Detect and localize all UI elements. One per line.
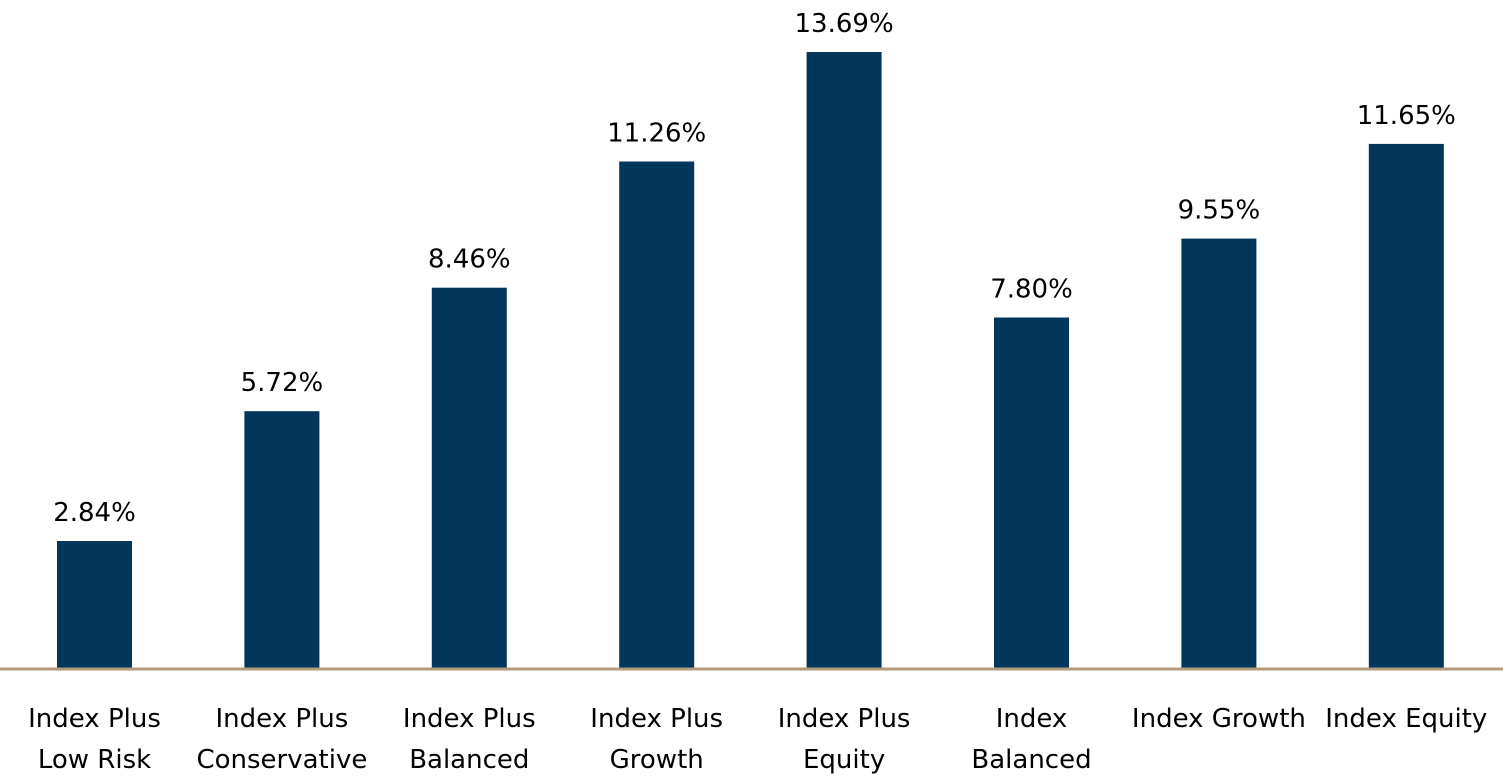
value-labels-group: 2.84% 5.72% 8.46% 11.26% 13.69% 7.80% 9.55% 11.… bbox=[53, 9, 1456, 528]
category-label-2-line-0: Index Plus bbox=[403, 704, 536, 734]
category-labels-group: Index Plus Low Risk Index Plus Conservative… bbox=[28, 704, 1487, 775]
value-label-3: 11.26% bbox=[607, 119, 706, 149]
category-label-1-line-0: Index Plus bbox=[216, 704, 349, 734]
bar-4 bbox=[806, 52, 882, 669]
category-label-0-line-1: Low Risk bbox=[38, 745, 151, 775]
category-label-0: Index Plus Low Risk bbox=[28, 704, 161, 775]
category-label-2-line-1: Balanced bbox=[409, 745, 529, 775]
category-label-5: Index Balanced bbox=[971, 704, 1091, 775]
category-label-1-line-1: Conservative bbox=[196, 745, 367, 775]
bar-6 bbox=[1181, 238, 1257, 669]
category-label-3-line-0: Index Plus bbox=[590, 704, 723, 734]
value-label-1: 5.72% bbox=[241, 368, 324, 398]
bar-7 bbox=[1368, 143, 1444, 669]
value-label-2: 8.46% bbox=[428, 245, 511, 275]
category-label-6-line-0: Index Growth bbox=[1132, 704, 1306, 734]
category-label-5-line-1: Balanced bbox=[971, 745, 1091, 775]
category-label-6: Index Growth bbox=[1132, 704, 1306, 734]
category-label-4: Index Plus Equity bbox=[778, 704, 911, 775]
bars-group bbox=[57, 52, 1444, 669]
category-label-7-line-0: Index Equity bbox=[1325, 704, 1487, 734]
category-label-3: Index Plus Growth bbox=[590, 704, 723, 775]
category-label-5-line-0: Index bbox=[996, 704, 1068, 734]
bar-1 bbox=[244, 411, 320, 669]
bar-5 bbox=[994, 317, 1069, 669]
bar-3 bbox=[619, 161, 695, 669]
value-label-7: 11.65% bbox=[1357, 101, 1456, 131]
value-label-4: 13.69% bbox=[795, 9, 894, 39]
bar-2 bbox=[431, 287, 507, 669]
category-label-4-line-1: Equity bbox=[803, 745, 885, 775]
value-label-5: 7.80% bbox=[990, 275, 1073, 305]
category-label-7: Index Equity bbox=[1325, 704, 1487, 734]
category-label-0-line-0: Index Plus bbox=[28, 704, 161, 734]
category-label-2: Index Plus Balanced bbox=[403, 704, 536, 775]
bar-0 bbox=[57, 541, 132, 669]
category-label-4-line-0: Index Plus bbox=[778, 704, 911, 734]
value-label-0: 2.84% bbox=[53, 498, 136, 528]
category-label-1: Index Plus Conservative bbox=[196, 704, 367, 775]
category-label-3-line-1: Growth bbox=[610, 745, 704, 775]
value-label-6: 9.55% bbox=[1178, 196, 1261, 226]
